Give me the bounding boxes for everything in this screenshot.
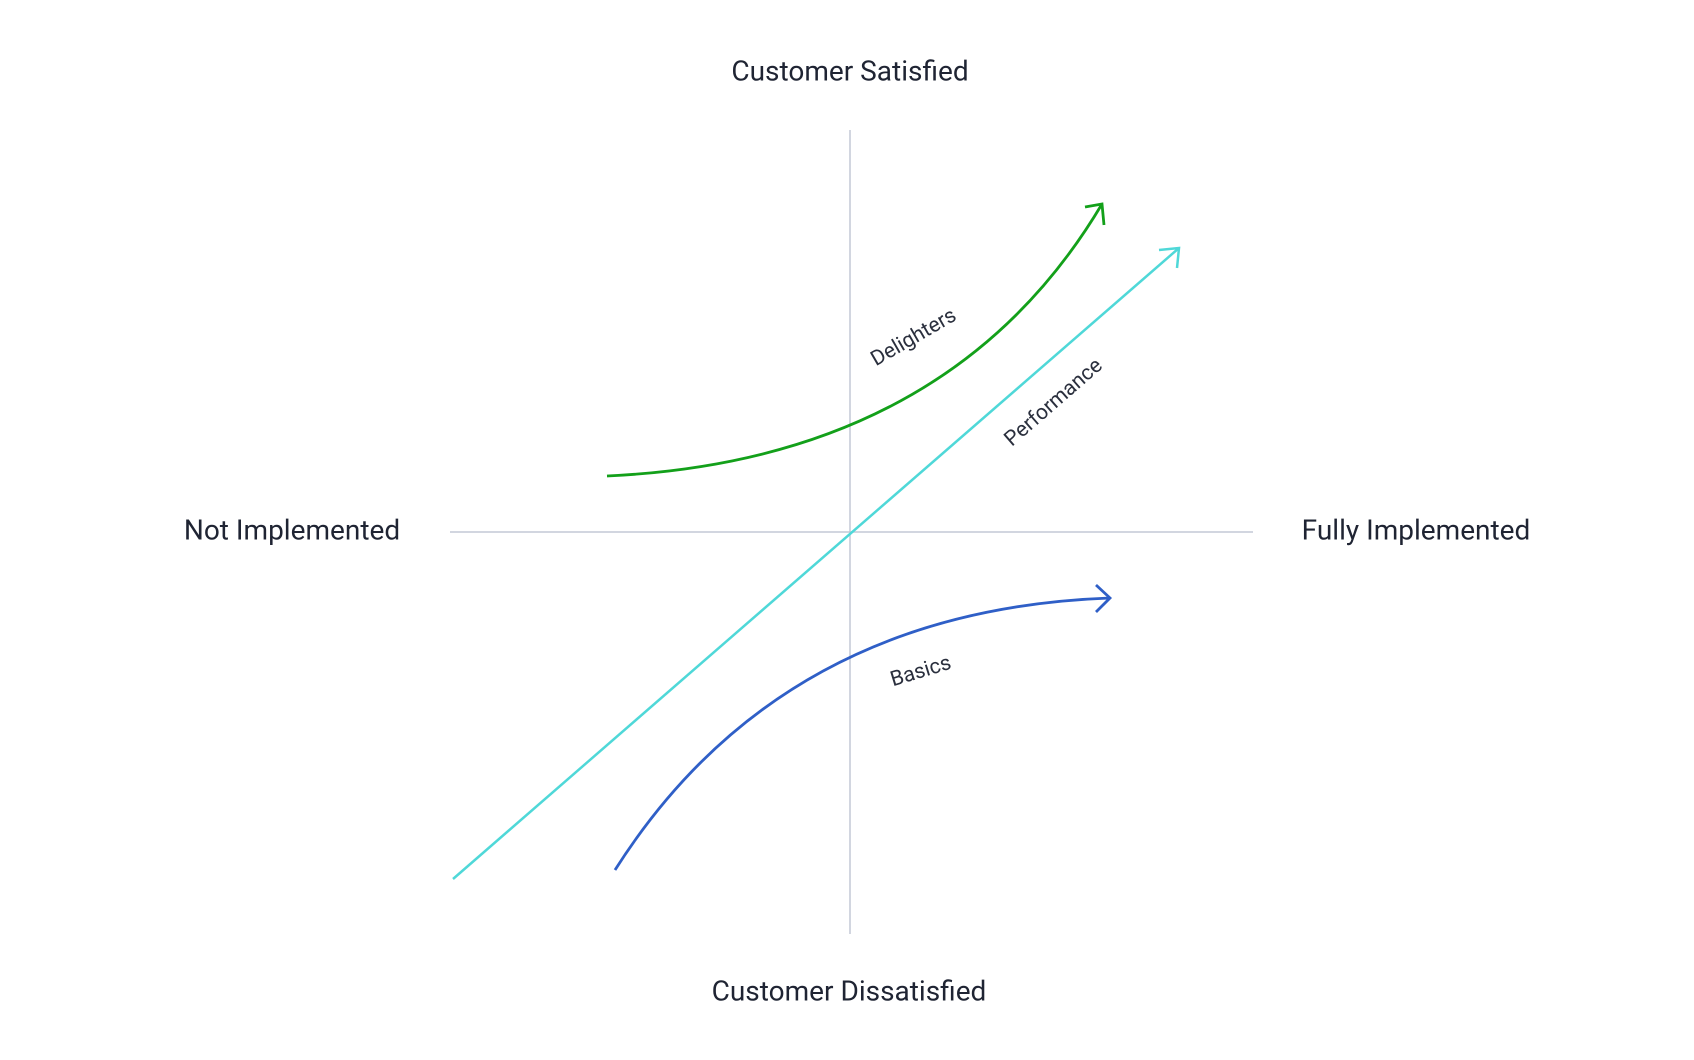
basics-curve bbox=[613, 596, 1111, 871]
axis-top-label: Customer Satisfied bbox=[731, 54, 968, 87]
basics-arrowhead bbox=[1095, 583, 1113, 613]
axis-bottom-label: Customer Dissatisfied bbox=[712, 974, 987, 1007]
basics-label: Basics bbox=[888, 651, 955, 692]
delighters-arrowhead bbox=[1084, 202, 1106, 226]
delighters-label: Delighters bbox=[867, 304, 961, 372]
performance-arrowhead bbox=[1158, 246, 1181, 269]
performance-label: Performance bbox=[1000, 354, 1107, 452]
performance-line bbox=[452, 247, 1180, 880]
axis-left-label: Not Implemented bbox=[184, 513, 400, 546]
delighters-curve bbox=[606, 203, 1104, 478]
axis-right-label: Fully Implemented bbox=[1302, 513, 1531, 546]
